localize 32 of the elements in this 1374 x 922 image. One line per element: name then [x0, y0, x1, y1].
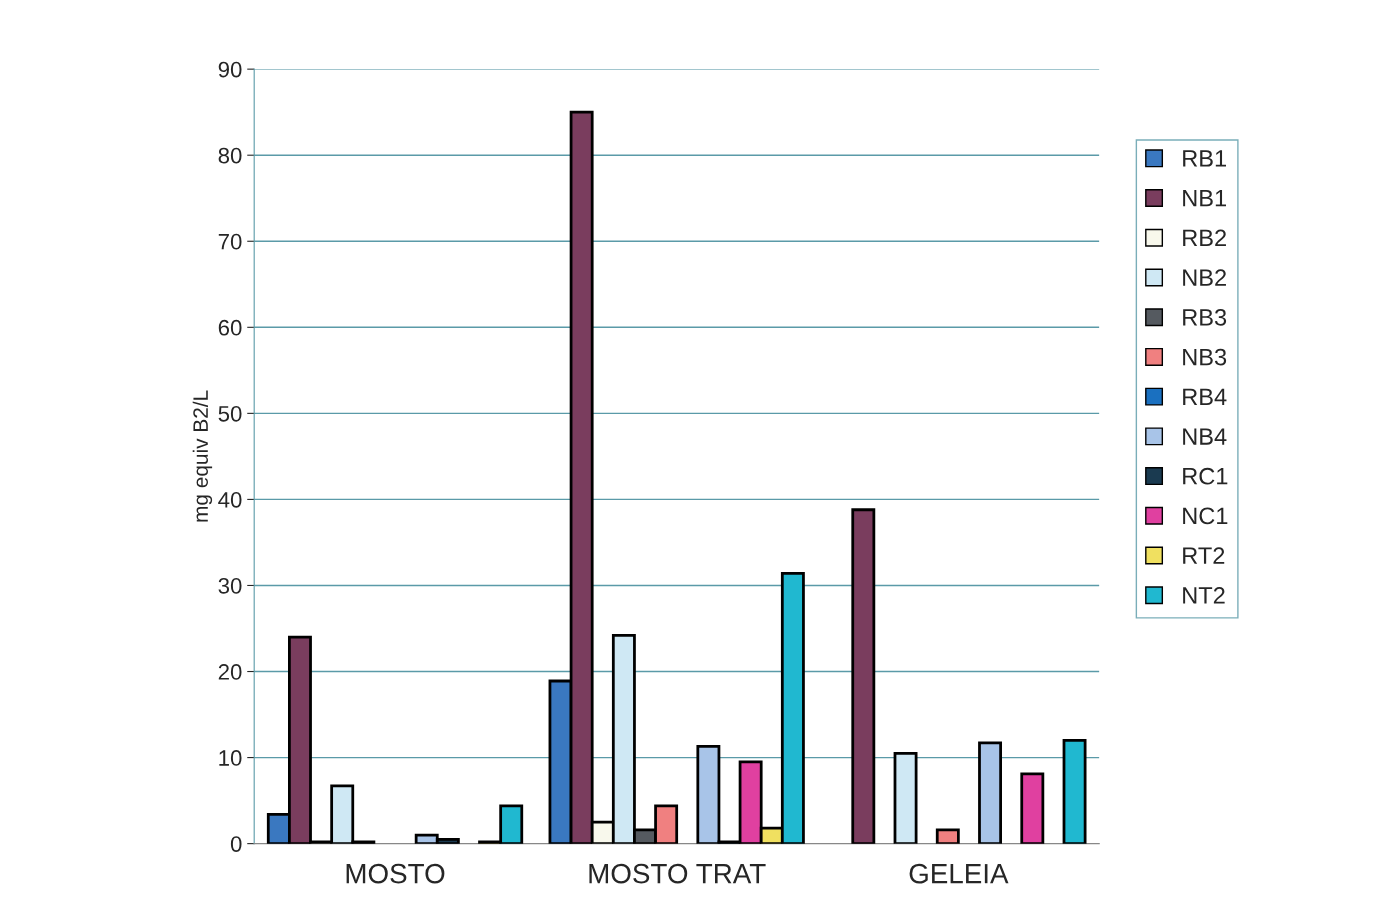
y-axis-title: mg equiv B2/L	[192, 390, 213, 522]
x-tick-label: MOSTO	[346, 863, 445, 884]
bar	[1062, 738, 1087, 844]
legend-label: RB3	[1183, 308, 1227, 326]
y-tick-label: 10	[219, 750, 242, 766]
bar	[851, 508, 876, 844]
bar	[893, 751, 918, 844]
y-tick-label: 70	[218, 233, 242, 250]
legend-label: NB1	[1183, 190, 1226, 207]
y-tick-label: 60	[218, 319, 242, 336]
y-tick-label: 0	[230, 836, 242, 852]
y-tick-label: 30	[218, 578, 242, 594]
y-tick-label: 80	[218, 147, 242, 164]
legend-label: RB1	[1183, 150, 1226, 167]
legend-label: NT2	[1183, 587, 1225, 604]
x-tick-label: MOSTO TRAT	[589, 863, 766, 884]
y-tick-label: 20	[218, 664, 242, 680]
legend-label: RB4	[1183, 388, 1227, 405]
legend-label: RC1	[1183, 467, 1228, 485]
bar	[1020, 772, 1045, 844]
y-tick-label: 50	[218, 405, 242, 422]
y-tick-label: 90	[218, 61, 242, 78]
x-tick-label: GELEIA	[909, 863, 1009, 884]
bar	[935, 828, 960, 844]
legend-label: NC1	[1183, 507, 1228, 525]
legend-label: RT2	[1183, 547, 1225, 564]
legend-label: RB2	[1183, 229, 1226, 247]
legend-label: NB2	[1183, 269, 1226, 286]
y-tick-label: 40	[218, 491, 242, 508]
legend-label: NB4	[1183, 428, 1227, 445]
bar	[978, 741, 1003, 844]
legend-label: NB3	[1183, 348, 1227, 366]
